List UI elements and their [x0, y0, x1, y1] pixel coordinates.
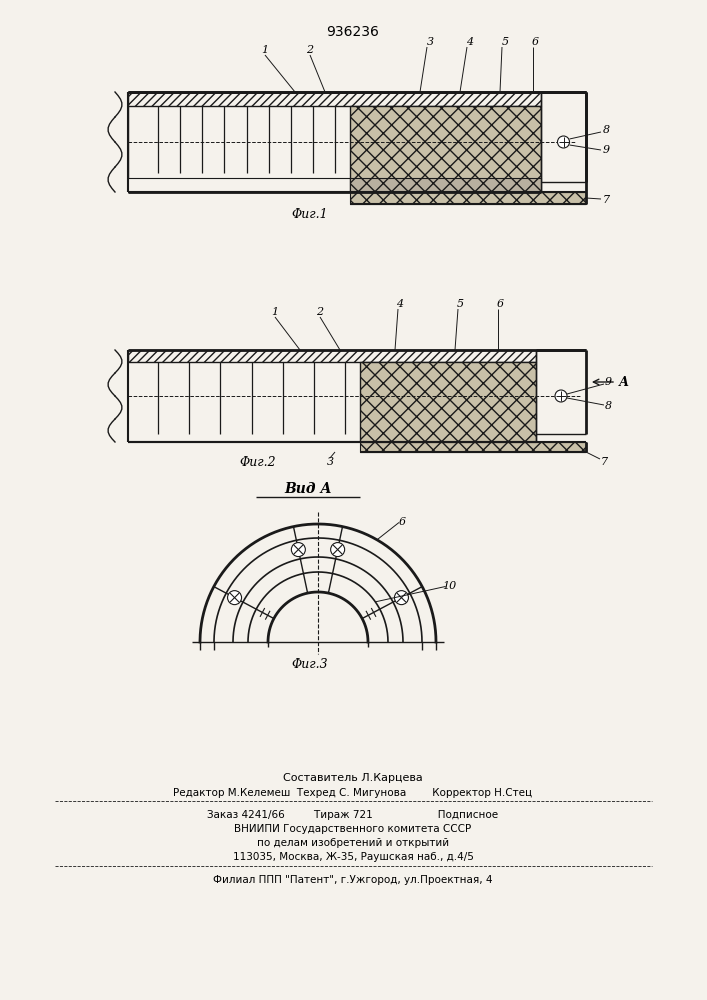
Bar: [350, 192, 586, 204]
Bar: [360, 442, 586, 452]
Circle shape: [395, 591, 409, 605]
Bar: [360, 362, 536, 442]
Bar: [350, 106, 541, 192]
Circle shape: [558, 136, 570, 148]
Text: Редактор М.Келемеш  Техред С. Мигунова        Корректор Н.Стец: Редактор М.Келемеш Техред С. Мигунова Ко…: [173, 788, 532, 798]
Text: 10: 10: [443, 581, 457, 591]
Text: 9: 9: [604, 377, 612, 387]
Text: ВНИИПИ Государственного комитета СССР: ВНИИПИ Государственного комитета СССР: [235, 824, 472, 834]
Circle shape: [228, 591, 242, 605]
Bar: [128, 350, 536, 362]
Text: 8: 8: [604, 401, 612, 411]
Text: Составитель Л.Карцева: Составитель Л.Карцева: [283, 773, 423, 783]
Text: 6: 6: [532, 37, 539, 47]
Text: Φиг.2: Φиг.2: [240, 456, 276, 468]
Text: 7: 7: [602, 195, 609, 205]
Text: Заказ 4241/66         Тираж 721                    Подписное: Заказ 4241/66 Тираж 721 Подписное: [207, 810, 498, 820]
Text: 5: 5: [501, 37, 508, 47]
Text: 113035, Москва, Ж-35, Раушская наб., д.4/5: 113035, Москва, Ж-35, Раушская наб., д.4…: [233, 852, 474, 862]
Text: 3: 3: [426, 37, 433, 47]
Text: 1: 1: [262, 45, 269, 55]
Text: Вид А: Вид А: [284, 482, 332, 496]
Text: Филиал ППП "Патент", г.Ужгород, ул.Проектная, 4: Филиал ППП "Патент", г.Ужгород, ул.Проек…: [214, 875, 493, 885]
Text: 3: 3: [327, 457, 334, 467]
Text: 6: 6: [496, 299, 503, 309]
Text: 8: 8: [602, 125, 609, 135]
Text: 2: 2: [306, 45, 314, 55]
Text: 4: 4: [397, 299, 404, 309]
Bar: [128, 92, 541, 106]
Text: 936236: 936236: [327, 25, 380, 39]
Text: Φиг.3: Φиг.3: [292, 658, 328, 670]
Text: 7: 7: [600, 457, 607, 467]
Text: по делам изобретений и открытий: по делам изобретений и открытий: [257, 838, 449, 848]
Circle shape: [331, 543, 344, 557]
Text: 9: 9: [602, 145, 609, 155]
Text: 2: 2: [317, 307, 324, 317]
Text: А: А: [619, 375, 629, 388]
Circle shape: [291, 543, 305, 557]
Text: Φиг.1: Φиг.1: [292, 208, 328, 221]
Text: 1: 1: [271, 307, 279, 317]
Text: 6: 6: [399, 517, 406, 527]
Circle shape: [555, 390, 567, 402]
Bar: [350, 178, 541, 192]
Text: 5: 5: [457, 299, 464, 309]
Text: 4: 4: [467, 37, 474, 47]
